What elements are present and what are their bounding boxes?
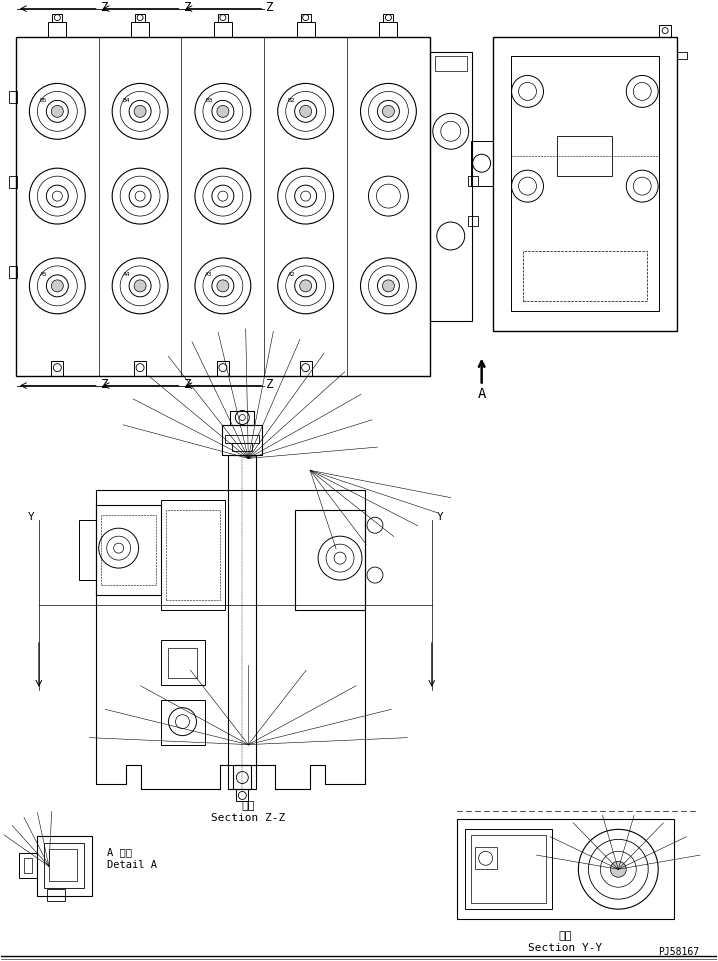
Bar: [24, 858, 32, 874]
Text: A: A: [477, 386, 486, 400]
Bar: [47, 889, 65, 901]
Text: Y: Y: [437, 511, 443, 522]
Bar: [16, 37, 430, 376]
Text: Z: Z: [184, 378, 191, 391]
Bar: [435, 58, 467, 72]
Circle shape: [383, 281, 394, 292]
Bar: [161, 640, 205, 685]
Bar: [523, 252, 647, 302]
Bar: [9, 92, 17, 104]
Bar: [9, 177, 17, 189]
Text: B5: B5: [39, 98, 47, 103]
Bar: [161, 700, 205, 745]
Bar: [493, 37, 677, 332]
Bar: [52, 361, 63, 376]
Bar: [49, 850, 77, 881]
Circle shape: [217, 107, 229, 118]
Bar: [233, 765, 251, 790]
Bar: [166, 510, 220, 601]
Circle shape: [383, 107, 394, 118]
Circle shape: [52, 107, 63, 118]
Bar: [295, 510, 365, 610]
Text: Z: Z: [101, 378, 108, 391]
Bar: [101, 516, 156, 585]
Text: B2: B2: [288, 98, 295, 103]
Bar: [225, 436, 259, 444]
Bar: [475, 848, 497, 870]
Bar: [467, 217, 477, 227]
Text: A 詳細: A 詳細: [107, 847, 131, 856]
Bar: [48, 22, 66, 37]
Bar: [52, 14, 62, 22]
Bar: [659, 26, 671, 37]
Text: A4: A4: [122, 272, 130, 277]
Circle shape: [299, 107, 312, 118]
Circle shape: [134, 281, 146, 292]
Bar: [135, 14, 145, 22]
Bar: [457, 820, 674, 919]
Text: Detail A: Detail A: [107, 859, 157, 870]
Bar: [218, 14, 228, 22]
Bar: [471, 142, 493, 187]
Circle shape: [610, 861, 626, 877]
Text: Y: Y: [27, 511, 34, 522]
Bar: [430, 53, 472, 321]
Bar: [557, 137, 612, 177]
Text: B3: B3: [205, 98, 213, 103]
Bar: [134, 361, 146, 376]
Bar: [9, 266, 17, 279]
Bar: [379, 22, 397, 37]
Bar: [44, 844, 84, 888]
Bar: [19, 853, 37, 878]
Circle shape: [299, 281, 312, 292]
Bar: [167, 648, 197, 678]
Bar: [37, 836, 92, 897]
Bar: [95, 505, 161, 596]
Bar: [299, 361, 312, 376]
Bar: [236, 790, 248, 801]
Text: Z: Z: [266, 1, 274, 14]
Bar: [471, 835, 546, 903]
Bar: [228, 456, 256, 790]
Text: Section Z-Z: Section Z-Z: [211, 813, 286, 823]
Bar: [214, 22, 232, 37]
Bar: [297, 22, 314, 37]
Bar: [79, 521, 95, 580]
Bar: [233, 444, 252, 452]
Bar: [230, 411, 254, 426]
Text: A2: A2: [288, 272, 295, 277]
Text: A5: A5: [39, 272, 47, 277]
Text: B4: B4: [122, 98, 130, 103]
Text: Z: Z: [266, 378, 274, 391]
Text: PJ58167: PJ58167: [658, 946, 699, 956]
Bar: [510, 58, 659, 311]
Circle shape: [134, 107, 146, 118]
Bar: [677, 53, 687, 61]
Text: 断面: 断面: [241, 801, 255, 810]
Bar: [383, 14, 393, 22]
Bar: [467, 177, 477, 187]
Bar: [465, 829, 552, 909]
Bar: [217, 361, 229, 376]
Bar: [223, 426, 262, 456]
Circle shape: [217, 281, 229, 292]
Bar: [301, 14, 311, 22]
Text: A3: A3: [205, 272, 213, 277]
Circle shape: [52, 281, 63, 292]
Text: Z: Z: [101, 1, 108, 14]
Bar: [161, 501, 225, 610]
Bar: [131, 22, 149, 37]
Text: 断面: 断面: [559, 930, 572, 940]
Text: Z: Z: [184, 1, 191, 14]
Text: Section Y-Y: Section Y-Y: [528, 942, 602, 952]
